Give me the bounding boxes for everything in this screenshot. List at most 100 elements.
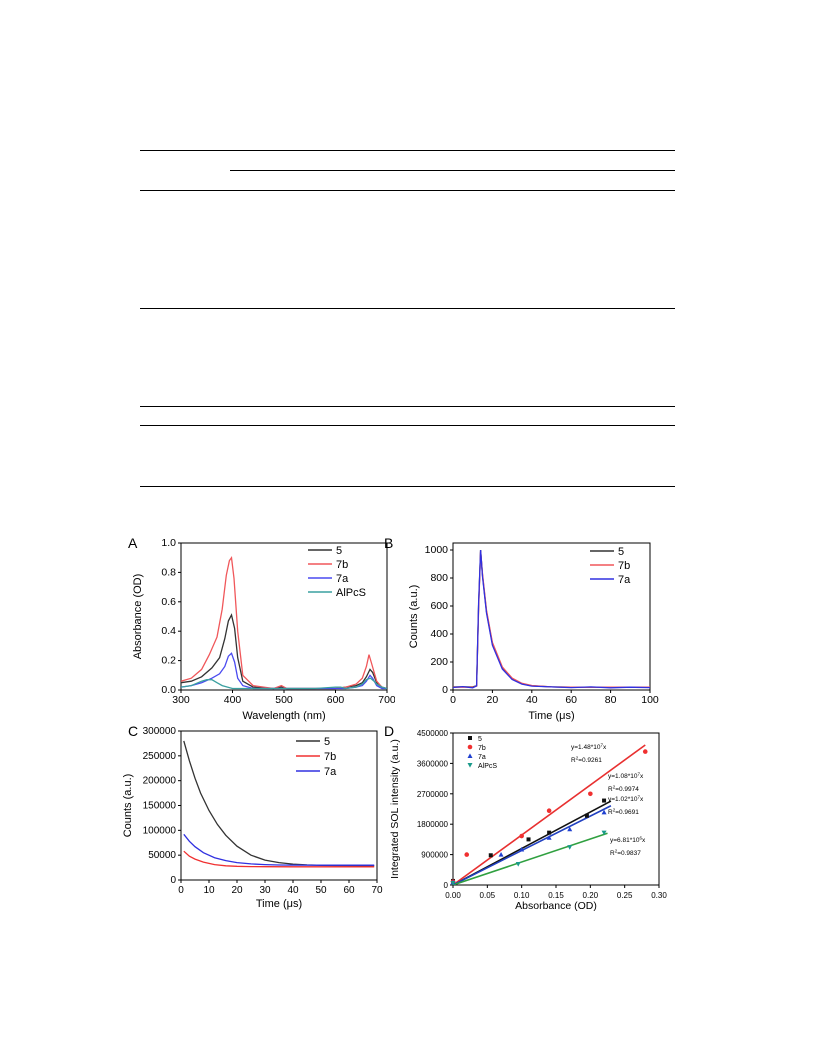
data-point-7b: [642, 749, 648, 754]
legend-label-7a: 7a: [478, 754, 486, 761]
y-axis-label: Counts (a.u.): [122, 774, 134, 838]
x-axis-label: Time (μs): [256, 898, 302, 910]
legend-label-5: 5: [324, 736, 330, 748]
table-top-rule: [140, 150, 675, 151]
legend-label-alpcs: AlPcS: [336, 587, 366, 599]
legend-marker-7a: [467, 753, 473, 758]
y-tick-label: 400: [430, 628, 448, 640]
y-tick-label: 0.4: [161, 625, 176, 637]
data-point-7b: [519, 833, 524, 839]
x-tick-label: 0.10: [514, 891, 530, 900]
fit-r2-7b: R2=0.9261: [571, 756, 602, 765]
data-point-5: [547, 830, 552, 835]
chart-a-absorbance: A 300 400 500 600 700 0.0 0.2 0.4 0.6 0.8 1.0 Wavel…: [128, 535, 396, 722]
x-axis-label: Absorbance (OD): [515, 900, 597, 912]
y-tick-label: 250000: [143, 751, 177, 762]
series-line-alpcs: [181, 677, 387, 690]
table-bottom-rule: [140, 486, 675, 487]
series-line-7b: [181, 555, 387, 690]
fit-equation-5: y=1.08*107x: [608, 772, 644, 781]
panel-b-letter: B: [384, 535, 393, 551]
fit-equation-alpcs: y=6.81*106x: [610, 836, 646, 845]
fit-equation-7a: y=1.02*107x: [608, 795, 644, 804]
series-line-5: [183, 740, 375, 867]
y-tick-label: 0: [444, 881, 449, 890]
series-line-7b: [183, 850, 375, 868]
chart-c-counts-fit: C 0 10 20 30 40 50 60 70 0 50000 100000 150000 20000…: [122, 723, 383, 910]
fit-r2-alpcs: R2=0.9837: [610, 849, 641, 858]
y-tick-label: 1000: [425, 544, 449, 556]
y-axis-label: Integrated SOL intensity (a.u.): [389, 739, 401, 879]
x-tick-label: 500: [275, 694, 293, 706]
x-tick-label: 40: [526, 694, 538, 706]
x-tick-label: 20: [231, 885, 243, 896]
y-tick-label: 50000: [148, 850, 176, 861]
data-point-7a: [498, 852, 504, 857]
legend-marker-7b: [467, 744, 473, 750]
x-tick-label: 0: [450, 694, 456, 706]
y-tick-label: 0.8: [161, 566, 176, 578]
y-axis-label: Absorbance (OD): [132, 574, 144, 660]
data-point-7b: [588, 791, 593, 797]
x-axis-label: Time (μs): [528, 710, 574, 722]
data-point-7a: [546, 835, 552, 840]
x-tick-label: 100: [641, 694, 659, 706]
data-point-alpcs: [601, 830, 607, 836]
data-point-7b: [464, 852, 470, 857]
y-tick-label: 0: [170, 875, 176, 886]
legend-label-7b: 7b: [618, 560, 630, 572]
x-tick-label: 0.30: [651, 891, 667, 900]
x-tick-label: 0.15: [548, 891, 564, 900]
data-point-5: [526, 837, 531, 842]
fit-r2-7a: R2=0.9691: [608, 808, 639, 817]
data-point-5: [602, 798, 607, 803]
y-axis-label: Counts (a.u.): [408, 585, 420, 649]
table-header-subrule: [230, 170, 675, 171]
series-line-7a: [453, 549, 650, 689]
chart-d-sol-intensity: D 0.00 0.05 0.10 0.15 0.20 0.25 0.30 0 900000 180…: [384, 723, 667, 912]
y-tick-label: 0: [442, 684, 448, 696]
panel-a: A 300 400 500 600 700 0.0 0.2 0.4 0.6 0.8 1.0 Wavel…: [120, 532, 396, 722]
x-axis-label: Wavelength (nm): [242, 710, 325, 722]
data-point-7a: [601, 809, 607, 815]
legend-label-7a: 7a: [336, 573, 349, 585]
y-tick-label: 200: [430, 656, 448, 668]
data-point-7a: [519, 846, 525, 852]
data-point-alpcs: [450, 880, 456, 886]
legend-label-5: 5: [336, 545, 342, 557]
fit-line-alpcs: [453, 832, 608, 885]
x-tick-label: 50: [315, 885, 327, 896]
x-tick-label: 30: [259, 885, 271, 896]
x-tick-label: 0.25: [617, 891, 633, 900]
y-tick-label: 300000: [143, 726, 177, 737]
x-tick-label: 20: [487, 694, 499, 706]
y-tick-label: 0.2: [161, 655, 176, 667]
y-tick-label: 800: [430, 572, 448, 584]
legend-marker-5: [468, 736, 472, 740]
table-section-rule-2: [140, 406, 675, 407]
x-tick-label: 600: [327, 694, 345, 706]
data-point-7a: [567, 826, 573, 832]
y-tick-label: 4500000: [417, 729, 449, 738]
data-point-7b: [546, 808, 552, 813]
data-point-5: [488, 853, 493, 858]
legend-label-7b: 7b: [336, 559, 348, 571]
y-tick-label: 2700000: [417, 790, 449, 799]
data-point-5: [584, 813, 589, 818]
y-tick-label: 1.0: [161, 537, 176, 549]
x-tick-label: 60: [565, 694, 577, 706]
x-tick-label: 0: [178, 885, 184, 896]
legend-label-7b: 7b: [478, 745, 486, 752]
table-header-bottom-rule: [140, 190, 675, 191]
x-tick-label: 0.20: [583, 891, 599, 900]
series-line-7a: [183, 833, 375, 866]
legend-label-alpcs: AlPcS: [478, 763, 497, 770]
panel-c-letter: C: [128, 723, 138, 739]
fit-equation-7b: y=1.48*107x: [571, 743, 607, 752]
y-tick-label: 0.0: [161, 684, 176, 696]
fit-r2-5: R2=0.9974: [608, 785, 639, 794]
y-tick-label: 3600000: [417, 759, 449, 768]
panel-c: C 0 10 20 30 40 50 60 70 0 50000 100000 150000 20000…: [120, 720, 395, 920]
x-tick-label: 80: [605, 694, 617, 706]
